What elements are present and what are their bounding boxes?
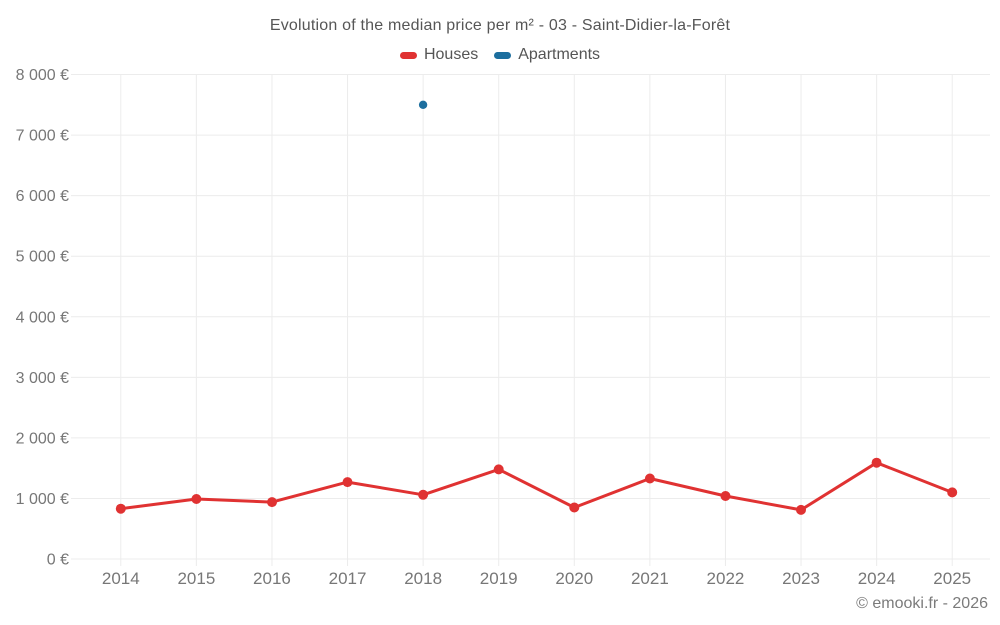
houses-data-point[interactable] <box>493 464 504 475</box>
copyright-footer: © emooki.fr - 2026 <box>856 595 988 612</box>
houses-data-point[interactable] <box>871 457 882 468</box>
y-axis-tick-label: 1 000 € <box>16 491 69 508</box>
legend-item-houses[interactable]: Houses <box>399 46 479 64</box>
x-axis-tick-label: 2022 <box>707 569 745 588</box>
legend-item-apartments[interactable]: Apartments <box>494 46 600 64</box>
houses-series-swatch-icon <box>399 51 417 59</box>
apartments-series-swatch-icon <box>494 51 512 59</box>
legend-label-apartments: Apartments <box>518 46 601 63</box>
houses-data-point[interactable] <box>796 504 806 515</box>
x-axis-tick-label: 2024 <box>858 569 896 588</box>
y-axis-tick-label: 0 € <box>47 552 69 569</box>
houses-series-line <box>119 461 954 512</box>
houses-data-point[interactable] <box>191 494 202 504</box>
y-axis-tick-label: 2 000 € <box>16 430 69 447</box>
y-axis-tick-label: 8 000 € <box>16 67 69 84</box>
y-axis-tick-label: 4 000 € <box>16 309 69 326</box>
x-axis-tick-label: 2017 <box>329 569 367 588</box>
x-axis-tick-label: 2025 <box>933 569 971 588</box>
x-axis-tick-label: 2018 <box>404 569 442 588</box>
houses-data-point[interactable] <box>569 502 580 513</box>
houses-data-point[interactable] <box>342 477 353 488</box>
legend-label-houses: Houses <box>423 46 479 63</box>
x-axis-tick-label: 2016 <box>253 569 291 588</box>
apartments-data-point[interactable] <box>418 100 428 110</box>
houses-data-point[interactable] <box>418 489 429 500</box>
houses-data-point[interactable] <box>644 473 655 484</box>
houses-data-point[interactable] <box>115 503 126 514</box>
x-axis-tick-label: 2015 <box>177 569 215 588</box>
chart-legend: Houses Apartments <box>0 46 1000 64</box>
houses-data-point[interactable] <box>720 491 731 501</box>
y-axis-tick-label: 3 000 € <box>16 370 69 387</box>
x-axis-tick-label: 2014 <box>102 569 140 588</box>
x-axis-tick-label: 2023 <box>782 569 820 588</box>
chart-title: Evolution of the median price per m² - 0… <box>269 17 731 34</box>
y-axis-tick-label: 6 000 € <box>16 188 69 205</box>
x-axis-tick-label: 2021 <box>631 569 669 588</box>
x-axis-tick-label: 2019 <box>480 569 518 588</box>
houses-data-point[interactable] <box>267 497 277 508</box>
y-axis-tick-label: 5 000 € <box>16 249 69 266</box>
y-axis-tick-label: 7 000 € <box>16 128 69 145</box>
houses-data-point[interactable] <box>947 487 958 498</box>
x-axis-tick-label: 2020 <box>555 569 593 588</box>
